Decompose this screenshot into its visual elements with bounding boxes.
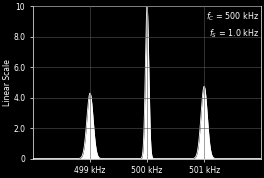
Text: $f_C$ = 500 kHz
$f_S$ = 1.0 kHz: $f_C$ = 500 kHz $f_S$ = 1.0 kHz (206, 11, 259, 40)
Y-axis label: Linear Scale: Linear Scale (3, 59, 12, 106)
